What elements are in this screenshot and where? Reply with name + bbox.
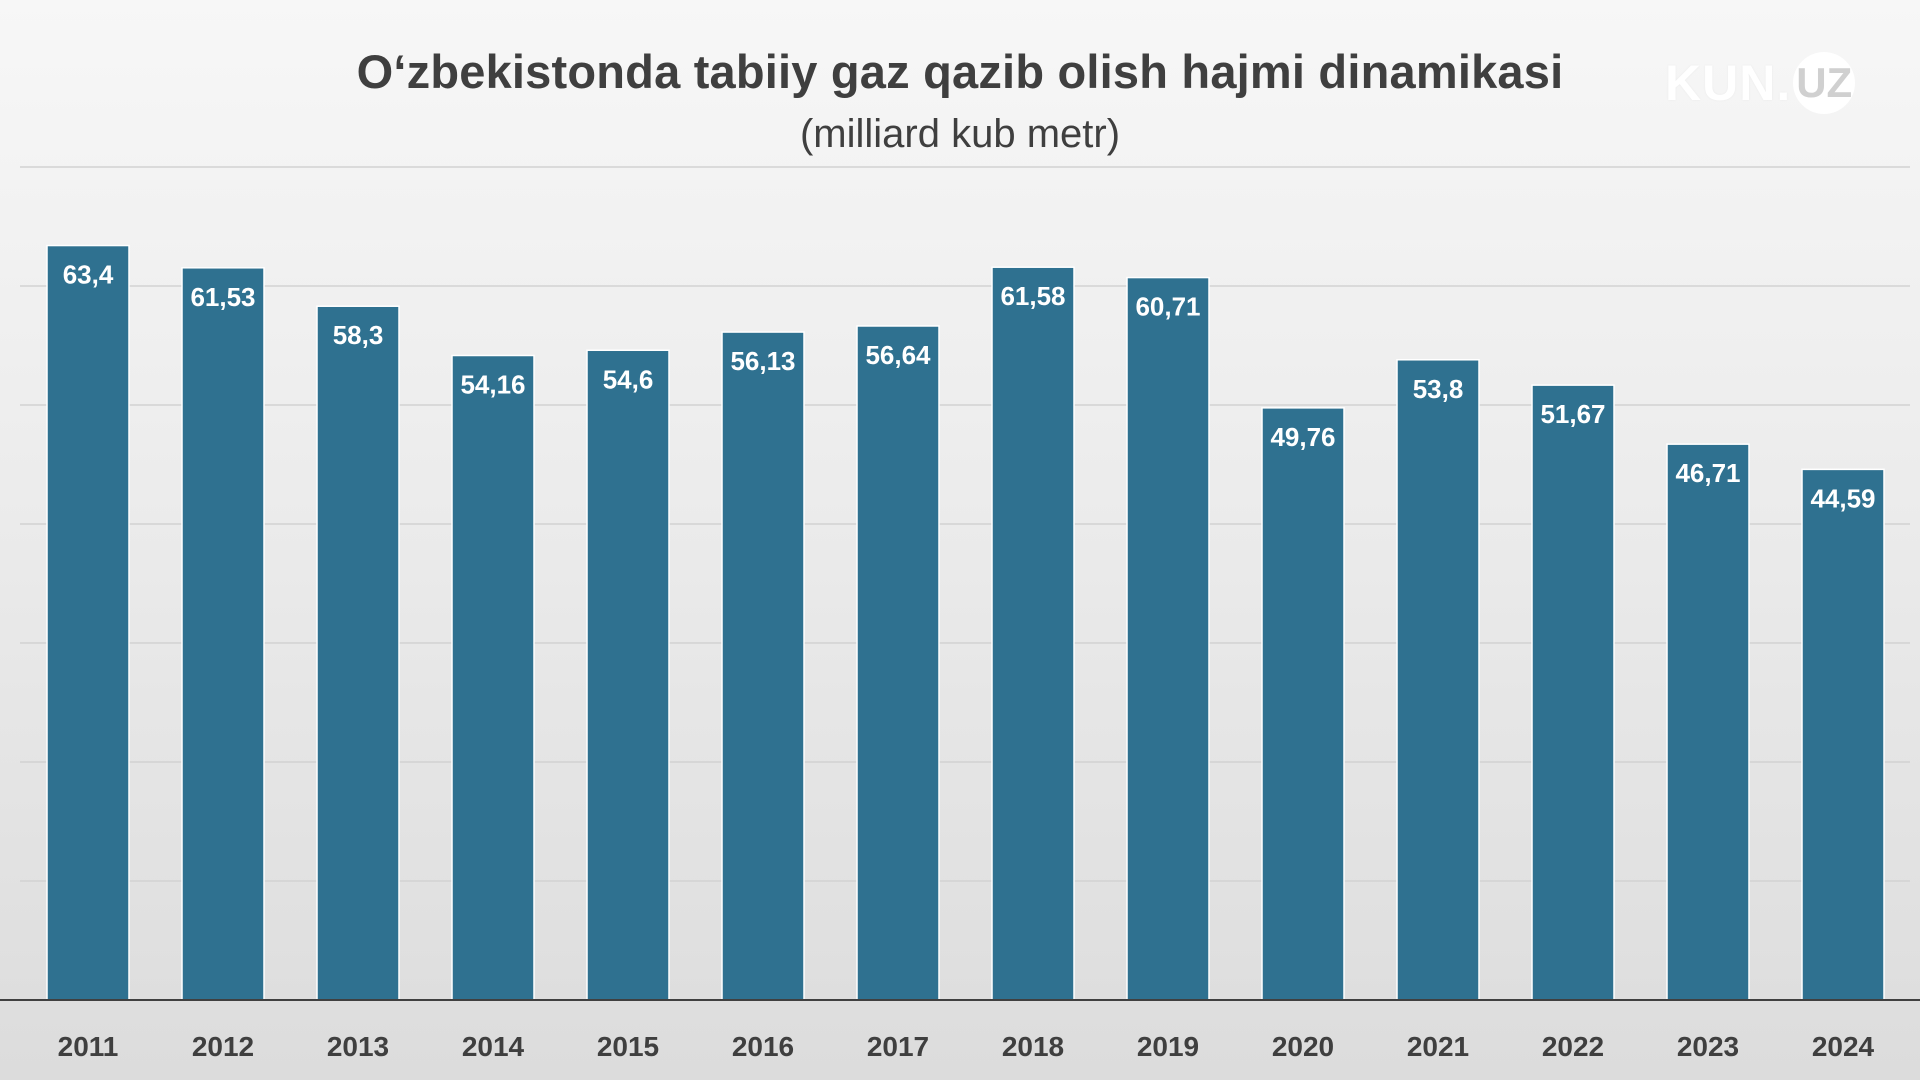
bar-2015 [586, 349, 670, 1001]
x-tick-label-2015: 2015 [597, 1031, 659, 1062]
bar-2024 [1801, 468, 1885, 1001]
data-label-2013: 58,3 [333, 320, 384, 350]
data-label-2011: 63,4 [63, 260, 114, 290]
data-label-2018: 61,58 [1000, 281, 1065, 311]
logo-ring-text: UZ [1796, 59, 1853, 106]
kun-uz-logo: KUN. UZ [1665, 50, 1856, 116]
x-tick-label-2017: 2017 [867, 1031, 929, 1062]
bar-2012 [181, 267, 265, 1001]
chart-title: O‘zbekistonda tabiiy gaz qazib olish haj… [356, 45, 1564, 98]
logo-text: KUN. [1665, 55, 1792, 111]
bar-2016 [721, 331, 805, 1001]
bar-2018 [991, 266, 1075, 1001]
x-tick-label-2016: 2016 [732, 1031, 794, 1062]
data-label-2022: 51,67 [1540, 399, 1605, 429]
data-label-2012: 61,53 [190, 282, 255, 312]
bar-2023 [1666, 443, 1750, 1001]
data-label-2019: 60,71 [1135, 292, 1200, 322]
bar-2019 [1126, 276, 1210, 1001]
bar-2011 [46, 244, 130, 1001]
x-tick-label-2022: 2022 [1542, 1031, 1604, 1062]
x-tick-label-2019: 2019 [1137, 1031, 1199, 1062]
x-tick-label-2013: 2013 [327, 1031, 389, 1062]
data-label-2020: 49,76 [1270, 422, 1335, 452]
x-tick-label-2020: 2020 [1272, 1031, 1334, 1062]
bar-2020 [1261, 407, 1345, 1001]
bar-2013 [316, 305, 400, 1001]
chart-subtitle: (milliard kub metr) [799, 112, 1121, 156]
bar-2014 [451, 354, 535, 1001]
x-tick-label-2011: 2011 [58, 1031, 119, 1062]
data-label-2024: 44,59 [1810, 483, 1875, 513]
data-label-2015: 54,6 [603, 364, 654, 394]
data-label-2023: 46,71 [1675, 458, 1740, 488]
logo-ring: UZ [1793, 52, 1856, 114]
bar-2022 [1531, 384, 1615, 1001]
x-tick-label-2018: 2018 [1002, 1031, 1064, 1062]
data-label-2017: 56,64 [865, 340, 931, 370]
x-tick-label-2024: 2024 [1812, 1031, 1875, 1062]
x-tick-label-2014: 2014 [462, 1031, 525, 1062]
bar-2017 [856, 325, 940, 1001]
data-label-2014: 54,16 [460, 369, 525, 399]
data-label-2021: 53,8 [1413, 374, 1464, 404]
x-tick-label-2021: 2021 [1407, 1031, 1469, 1062]
x-tick-label-2012: 2012 [192, 1031, 254, 1062]
data-label-2016: 56,13 [730, 346, 795, 376]
x-tick-label-2023: 2023 [1677, 1031, 1739, 1062]
bar-2021 [1396, 359, 1480, 1001]
